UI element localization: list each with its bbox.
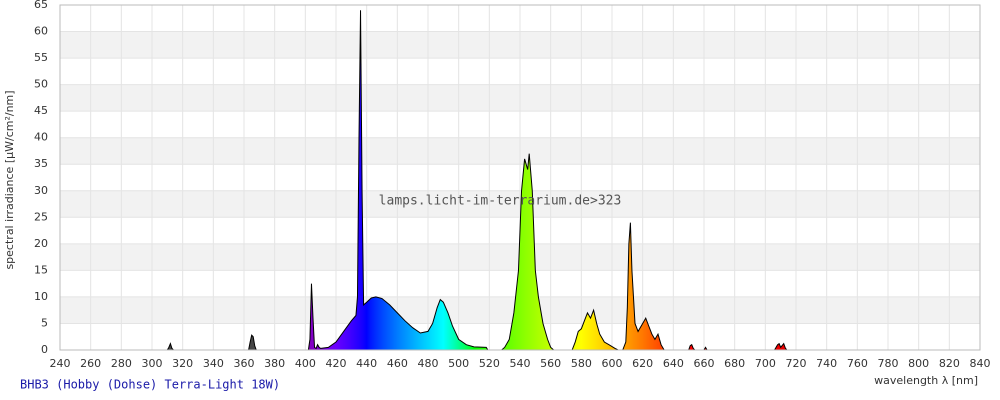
x-tick-label: 260	[80, 357, 101, 370]
x-tick-label: 520	[479, 357, 500, 370]
y-tick-label: 65	[34, 0, 48, 11]
grid	[59, 4, 981, 351]
x-tick-label: 400	[295, 357, 316, 370]
x-tick-label: 320	[172, 357, 193, 370]
x-tick-label: 280	[111, 357, 132, 370]
x-tick-label: 360	[234, 357, 255, 370]
x-tick-label: 500	[448, 357, 469, 370]
x-tick-label: 700	[755, 357, 776, 370]
x-tick-label: 800	[908, 357, 929, 370]
x-tick-label: 540	[510, 357, 531, 370]
y-tick-label: 25	[34, 210, 48, 223]
x-tick-label: 580	[571, 357, 592, 370]
x-tick-label: 440	[356, 357, 377, 370]
x-tick-label: 840	[970, 357, 991, 370]
x-tick-label: 420	[326, 357, 347, 370]
x-tick-label: 460	[387, 357, 408, 370]
x-tick-label: 660	[694, 357, 715, 370]
y-tick-label: 30	[34, 184, 48, 197]
x-tick-label: 820	[939, 357, 960, 370]
x-tick-label: 760	[847, 357, 868, 370]
x-tick-label: 780	[878, 357, 899, 370]
x-axis-label: wavelength λ [nm]	[874, 374, 978, 387]
x-tick-label: 340	[203, 357, 224, 370]
spectrum-line	[60, 10, 980, 351]
y-tick-label: 50	[34, 78, 48, 91]
y-tick-label: 60	[34, 25, 48, 38]
x-tick-label: 640	[663, 357, 684, 370]
plot-border	[59, 4, 981, 351]
y-tick-label: 5	[41, 316, 48, 329]
x-tick-label: 240	[50, 357, 71, 370]
x-tick-label: 480	[418, 357, 439, 370]
x-tick-label: 380	[264, 357, 285, 370]
x-tick-label: 620	[632, 357, 653, 370]
x-tick-label: 300	[142, 357, 163, 370]
x-tick-label: 600	[602, 357, 623, 370]
plot	[60, 10, 980, 351]
chart-title: BHB3 (Hobby (Dohse) Terra-Light 18W)	[20, 378, 280, 392]
spectrum-area	[60, 10, 980, 351]
x-tick-label: 740	[816, 357, 837, 370]
y-tick-label: 45	[34, 104, 48, 117]
y-tick-label: 15	[34, 263, 48, 276]
x-tick-label: 680	[724, 357, 745, 370]
y-tick-label: 55	[34, 51, 48, 64]
x-tick-label: 720	[786, 357, 807, 370]
x-tick-label: 560	[540, 357, 561, 370]
axes: 0 5 10 15 20 25 30 35 40 45 50 55 60 65 240 260 280 300 32…	[34, 0, 991, 370]
y-axis-label: spectral irradiance [µW/cm²/nm]	[3, 90, 16, 269]
y-tick-label: 35	[34, 157, 48, 170]
y-tick-label: 40	[34, 131, 48, 144]
y-tick-label: 0	[41, 343, 48, 356]
y-tick-label: 20	[34, 237, 48, 250]
y-tick-label: 10	[34, 290, 48, 303]
watermark: lamps.licht-im-terrarium.de>323	[379, 194, 622, 209]
